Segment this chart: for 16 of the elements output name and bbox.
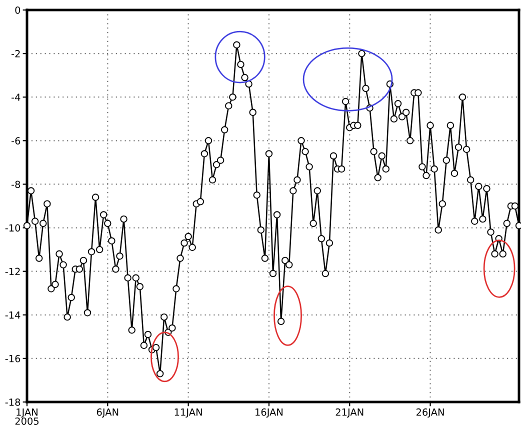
x-tick-label: 26JAN [416, 408, 444, 418]
y-tick-label: 0 [15, 6, 20, 14]
y-tick-label: -6 [12, 137, 20, 144]
y-tick-label: -10 [5, 224, 20, 232]
x-tick-label: 11JAN [174, 408, 202, 418]
y-tick-label: -8 [12, 180, 20, 188]
y-tick-label: -12 [5, 268, 20, 276]
y-tick-label: -4 [12, 94, 20, 101]
x-tick-label: 21JAN [336, 408, 364, 418]
y-tick-label: -2 [12, 50, 20, 58]
y-tick-label: -18 [5, 398, 20, 406]
x-tick-label: 6JAN [96, 408, 118, 418]
y-tick-label: -16 [5, 354, 20, 362]
y-tick-label: -14 [5, 311, 20, 319]
x-tick-label: 1JAN 2005 [15, 408, 39, 425]
x-tick-label: 16JAN [256, 408, 283, 418]
